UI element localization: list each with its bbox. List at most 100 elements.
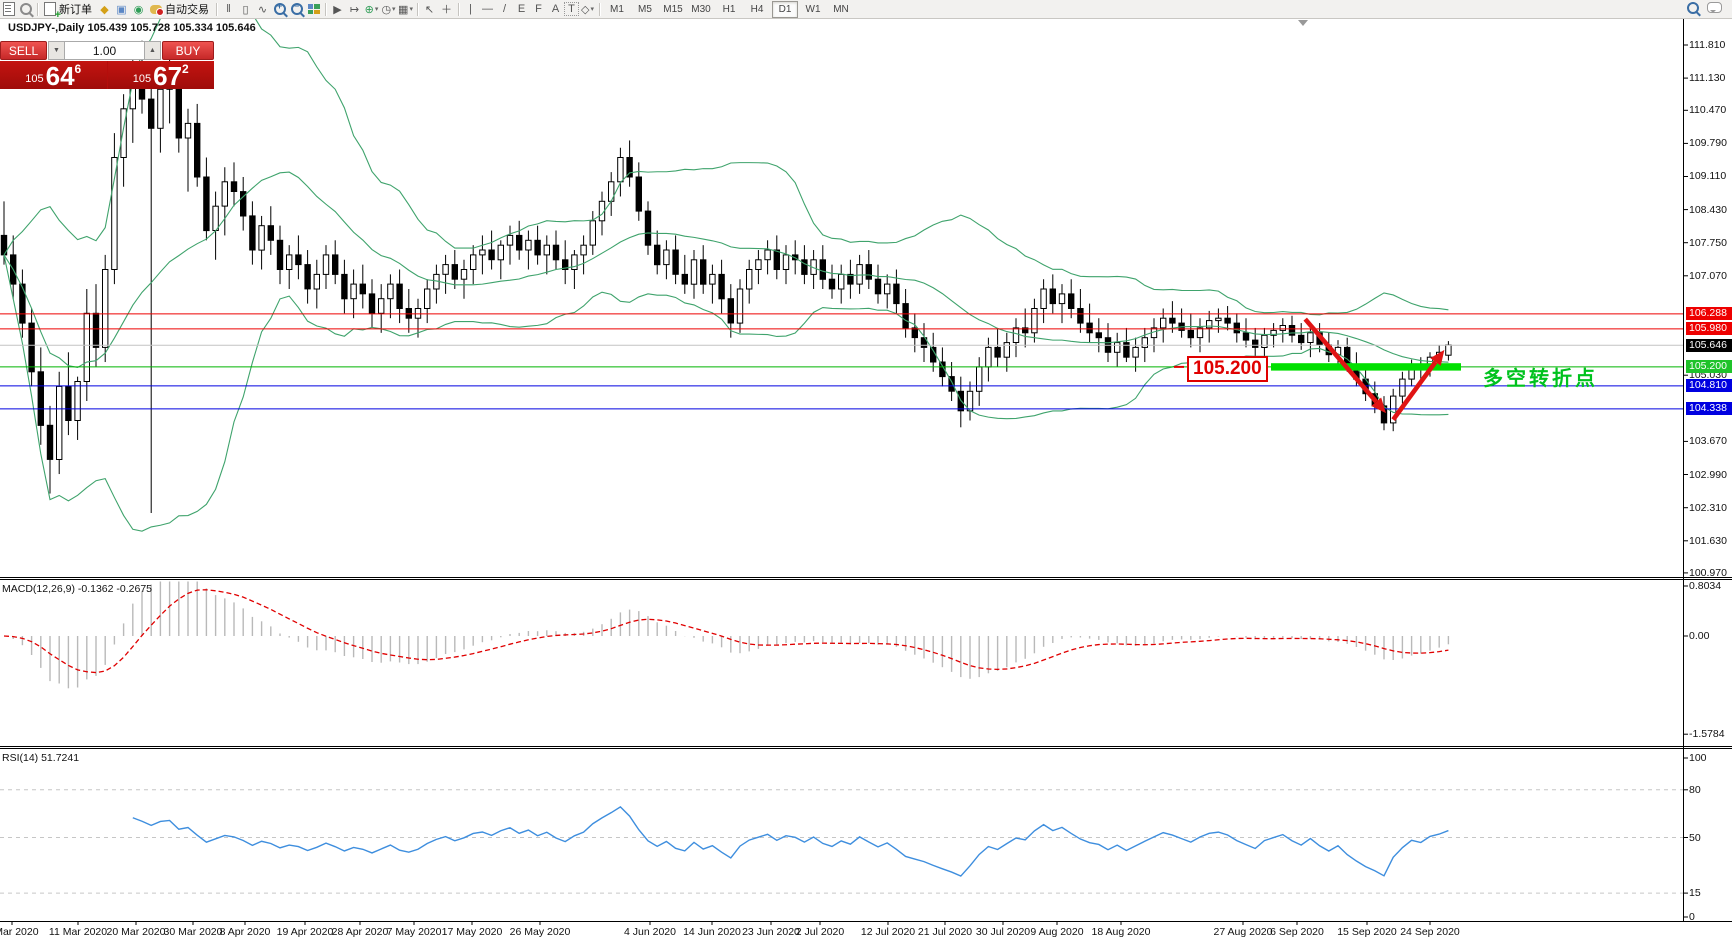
date-axis-tick: 24 Sep 2020 xyxy=(1400,926,1460,938)
price-axis-tick: 107.750 xyxy=(1689,236,1727,249)
toolbar: + 新订单 ◆ ▣ ◉ 自动交易 ‖ ▯ ∿ + − ▶ ↦ ⊕ ▾ ◷ ▾ ▦ ▾ … xyxy=(0,0,1732,21)
new-order-icon[interactable]: + xyxy=(41,1,61,21)
volume-stepper: ▼ 1.00 ▲ xyxy=(48,41,161,60)
price-axis-tick: 107.070 xyxy=(1689,269,1727,282)
autotrading-label[interactable]: 自动交易 xyxy=(165,4,209,16)
timeframe-m5[interactable]: M5 xyxy=(638,3,652,15)
zoom-out-icon[interactable]: − xyxy=(288,1,305,17)
sell-price-point: 6 xyxy=(74,62,82,76)
date-axis-tick: 9 Aug 2020 xyxy=(1030,926,1084,938)
date-axis-tick: 15 Sep 2020 xyxy=(1337,926,1397,938)
timeframe-m30[interactable]: M30 xyxy=(691,3,711,15)
timeframe-w1[interactable]: W1 xyxy=(805,3,821,15)
buy-price-point: 2 xyxy=(182,62,189,76)
timeframe-h4[interactable]: H4 xyxy=(750,3,764,15)
tile-windows-icon[interactable] xyxy=(305,1,322,17)
chat-icon[interactable] xyxy=(1707,2,1722,16)
bar-chart-icon[interactable]: ‖ xyxy=(226,3,231,15)
date-axis-tick: 30 Jul 2020 xyxy=(975,926,1031,938)
timeframe-group: M1 M5 M15 M30 H1 H4 D1 W1 MN xyxy=(603,0,855,18)
price-marker-chip: 104.810 xyxy=(1686,379,1732,393)
equidistant-channel-icon[interactable]: E xyxy=(517,3,526,15)
price-axis-tick: 110.470 xyxy=(1689,104,1727,117)
zoom-in-icon[interactable]: + xyxy=(271,1,288,17)
rsi-axis-tick: 80 xyxy=(1689,783,1701,796)
strategy-tester-icon[interactable]: ◉ xyxy=(133,3,144,16)
rsi-axis-tick: 0 xyxy=(1689,911,1695,923)
macd-axis-tick: 0.8034 xyxy=(1689,580,1722,593)
new-chart-icon[interactable] xyxy=(0,1,17,17)
date-axis-tick: 17 May 2020 xyxy=(441,926,503,938)
trendline-icon[interactable]: / xyxy=(502,3,507,15)
date-axis-tick: 12 Jul 2020 xyxy=(860,926,916,938)
rsi-axis-tick: 50 xyxy=(1689,831,1701,844)
toolbar-separator xyxy=(417,2,418,16)
text-icon[interactable]: A xyxy=(551,3,560,15)
candle-chart-icon[interactable]: ▯ xyxy=(242,3,249,16)
timeframe-m1[interactable]: M1 xyxy=(610,3,624,15)
date-axis-tick: 14 Jun 2020 xyxy=(683,926,741,938)
date-axis-tick: 18 Aug 2020 xyxy=(1091,926,1151,938)
new-order-label[interactable]: 新订单 xyxy=(59,4,92,16)
toolbar-separator xyxy=(325,2,326,16)
date-axis-tick: 8 Apr 2020 xyxy=(219,926,271,938)
arrows-icon[interactable]: ◇ ▾ xyxy=(581,3,594,16)
timeframe-h1[interactable]: H1 xyxy=(722,3,736,15)
sell-button[interactable]: SELL xyxy=(0,41,47,60)
rsi-label: RSI(14) 51.7241 xyxy=(2,752,80,764)
buy-button[interactable]: BUY xyxy=(162,41,214,60)
macd-axis-tick: 0.00 xyxy=(1689,630,1710,642)
horizontal-line-icon[interactable]: — xyxy=(482,3,493,15)
sell-price-pips: 64 xyxy=(45,61,75,91)
crosshair-icon[interactable]: ＋ xyxy=(441,4,452,16)
toolbar-separator xyxy=(458,2,459,16)
date-axis-tick: 11 Mar 2020 xyxy=(48,926,108,938)
price-axis-tick: 103.670 xyxy=(1689,435,1727,448)
timeframe-m15[interactable]: M15 xyxy=(663,3,683,15)
autotrading-icon[interactable] xyxy=(147,1,164,17)
date-axis-tick: 6 Sep 2020 xyxy=(1270,926,1324,938)
line-chart-icon[interactable]: ∿ xyxy=(257,3,268,16)
date-axis-tick: 4 Jun 2020 xyxy=(624,926,676,938)
volume-decrease-button[interactable]: ▼ xyxy=(48,41,65,60)
price-marker-chip: 106.288 xyxy=(1686,307,1732,321)
auto-scroll-icon[interactable]: ▶ xyxy=(333,3,342,16)
support-price-label[interactable]: 105.200 xyxy=(1187,356,1268,382)
price-axis-tick: 111.810 xyxy=(1689,39,1726,51)
pivot-annotation[interactable]: 多空转折点 xyxy=(1483,368,1598,390)
vertical-line-icon[interactable]: | xyxy=(469,3,472,15)
cursor-icon[interactable]: ↖ xyxy=(424,3,435,16)
timeframe-d1[interactable]: D1 xyxy=(772,0,798,18)
toolbar-separator xyxy=(37,2,38,16)
toolbar-separator xyxy=(216,2,217,16)
profiles-icon[interactable] xyxy=(17,1,34,17)
search-icon[interactable] xyxy=(1687,1,1699,17)
indicators-icon[interactable]: ⊕ ▾ xyxy=(364,3,379,16)
price-marker-chip: 105.646 xyxy=(1686,338,1732,352)
metaeditor-icon[interactable]: ◆ xyxy=(100,3,109,16)
text-label-icon[interactable]: T xyxy=(564,2,579,16)
price-axis-tick: 102.310 xyxy=(1689,501,1727,514)
price-axis-tick: 101.630 xyxy=(1689,534,1727,547)
terminal-icon[interactable]: ▣ xyxy=(116,3,127,16)
price-marker-chip: 105.980 xyxy=(1686,322,1732,336)
rsi-axis-tick: 15 xyxy=(1689,887,1701,900)
chart-shift-icon[interactable]: ↦ xyxy=(349,3,360,16)
buy-price[interactable]: 105 67 2 xyxy=(107,61,214,89)
sell-price[interactable]: 105 64 6 xyxy=(0,61,107,89)
toolbar-separator xyxy=(599,2,600,16)
date-axis-tick: 26 May 2020 xyxy=(509,926,571,938)
periods-icon[interactable]: ◷ ▾ xyxy=(381,3,396,16)
templates-icon[interactable]: ▦ ▾ xyxy=(398,3,413,16)
timeframe-mn[interactable]: MN xyxy=(833,3,849,15)
price-axis-tick: 102.990 xyxy=(1689,468,1727,481)
one-click-trading-panel: SELL ▼ 1.00 ▲ BUY 105 64 6 105 67 2 xyxy=(0,41,214,89)
date-axis-tick: 2 Jul 2020 xyxy=(795,926,845,938)
macd-axis-tick: -1.5784 xyxy=(1689,728,1725,741)
fibonacci-icon[interactable]: F xyxy=(535,3,542,15)
sell-price-figure: 105 xyxy=(25,73,44,85)
volume-input[interactable]: 1.00 xyxy=(65,41,144,60)
volume-increase-button[interactable]: ▲ xyxy=(144,41,161,60)
